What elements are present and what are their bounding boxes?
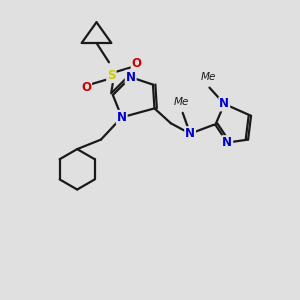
Text: N: N: [117, 111, 127, 124]
Text: O: O: [132, 57, 142, 70]
Text: S: S: [107, 69, 116, 82]
Text: N: N: [219, 98, 229, 110]
Text: N: N: [126, 71, 136, 84]
Text: N: N: [222, 136, 232, 149]
Text: O: O: [81, 81, 91, 94]
Text: Me: Me: [200, 72, 216, 82]
Text: Me: Me: [173, 98, 189, 107]
Text: N: N: [185, 127, 195, 140]
